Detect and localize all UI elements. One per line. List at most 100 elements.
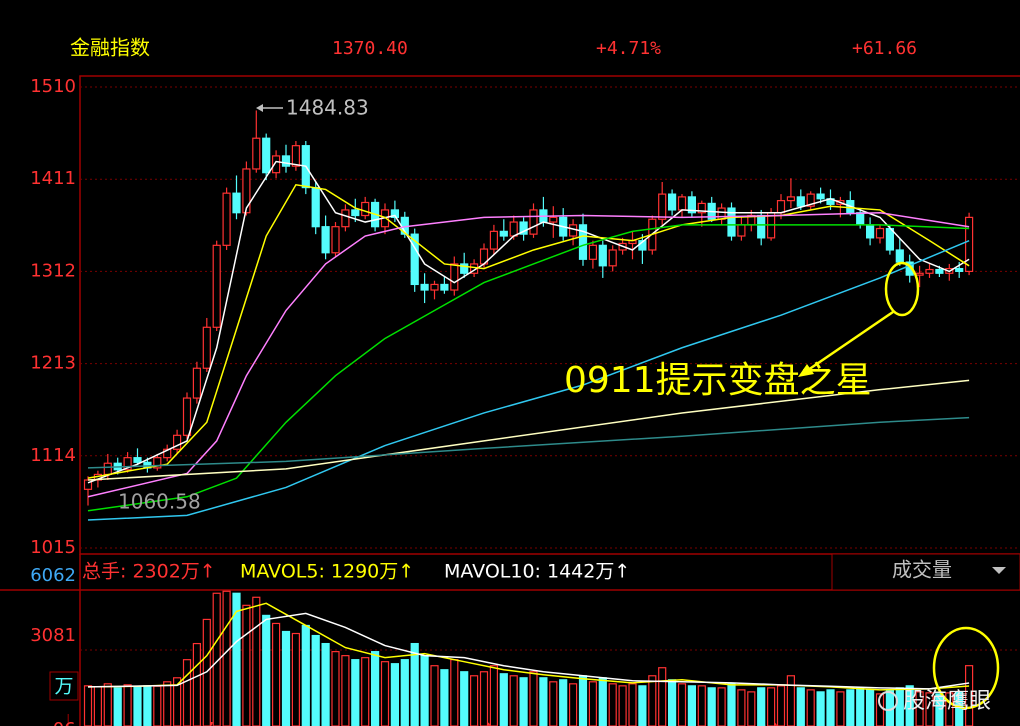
volume-bar: [667, 679, 677, 726]
candle-body: [133, 457, 142, 463]
candle-body: [182, 397, 192, 436]
volume-bar: [856, 687, 865, 726]
candle-body: [420, 283, 429, 291]
note: 0911提示变盘之星: [564, 360, 872, 401]
volume-bar: [192, 642, 201, 726]
candle-body: [331, 226, 340, 254]
indicator-name[interactable]: 成交量: [892, 558, 952, 582]
candle-body: [390, 209, 399, 218]
candle-body: [955, 268, 964, 272]
y-tick-label: 1411: [30, 168, 76, 189]
volume-bar: [776, 685, 786, 726]
volume-bar: [371, 651, 380, 726]
volume-bar: [846, 689, 855, 726]
volume-bar: [757, 687, 766, 726]
candle-body: [875, 227, 885, 239]
candle-body: [291, 145, 300, 167]
volume-bar: [341, 655, 350, 726]
candle-body: [687, 196, 697, 214]
volume-bar: [212, 592, 221, 726]
dropdown-arrow[interactable]: [992, 567, 1006, 574]
volume-bar: [925, 692, 934, 726]
candle-body: [658, 193, 667, 220]
volume-bar: [361, 657, 370, 726]
volume-bar: [311, 634, 320, 726]
volume-bar: [133, 686, 142, 726]
volume-bar: [677, 683, 687, 726]
volume-bar: [806, 689, 815, 726]
volume-bar: [113, 687, 122, 726]
volume-bar: [697, 685, 706, 726]
volume-legend: MAVOL10: 1442万↑: [444, 561, 630, 583]
ma-line: [87, 612, 970, 690]
candle-body: [608, 249, 617, 267]
candle-body: [450, 263, 459, 291]
volume-tick-label: 6062: [30, 565, 76, 586]
volume-bar: [420, 655, 429, 726]
volume-bar: [865, 689, 875, 726]
candle-body: [499, 230, 508, 237]
x-tick-label: 06: [53, 719, 76, 726]
price: 1370.40: [332, 38, 408, 59]
candle-body: [895, 249, 904, 263]
volume-bar: [331, 651, 340, 726]
candle-body: [816, 193, 825, 200]
volume-bar: [400, 659, 409, 726]
volume-bar: [618, 685, 627, 726]
candle-body: [430, 283, 439, 291]
low-label: 1060.58: [118, 490, 201, 514]
candle-body: [509, 221, 518, 237]
volume-bar: [638, 685, 647, 726]
candle-body: [262, 137, 271, 174]
volume-bar: [727, 683, 736, 726]
volume-bar: [588, 681, 598, 726]
candle-body: [311, 186, 320, 228]
volume-bar: [430, 665, 439, 726]
watermark-icon: [878, 691, 898, 711]
volume-bar: [737, 689, 746, 726]
candle-body: [163, 448, 172, 459]
volume-bar: [786, 675, 796, 726]
indicator-box[interactable]: [831, 553, 1020, 591]
volume-tick-label: 3081: [30, 625, 76, 646]
y-tick-label: 1510: [30, 76, 76, 97]
candle-body: [321, 226, 330, 254]
volume-unit: 万: [54, 676, 73, 698]
candle-body: [519, 221, 528, 235]
volume-bar: [509, 675, 518, 726]
candle-body: [806, 193, 815, 207]
candle-body: [252, 137, 261, 170]
candle-body: [281, 155, 291, 167]
volume-bar: [766, 687, 776, 726]
volume-bar: [281, 630, 291, 726]
candle-body: [717, 207, 726, 220]
candle-body: [549, 216, 558, 223]
volume-bar: [380, 661, 390, 726]
watermark: 股海鹰眼: [903, 689, 991, 714]
candle-body: [757, 214, 766, 239]
candle-body: [776, 200, 786, 214]
candle-body: [727, 207, 736, 237]
candle-body: [796, 196, 805, 207]
candle-body: [489, 230, 498, 250]
candle-body: [915, 272, 924, 276]
volume-bar: [291, 632, 300, 726]
volume-bar: [915, 691, 924, 726]
volume-bar: [262, 614, 271, 726]
volume-bar: [83, 685, 93, 726]
volume-bar: [163, 681, 172, 726]
volume-bar: [301, 624, 310, 726]
volume-bar: [648, 675, 657, 726]
ma-line: [87, 224, 970, 512]
candle-body: [964, 216, 974, 272]
volume-bar: [717, 687, 726, 726]
volume-bar: [489, 665, 498, 726]
candle-body: [865, 224, 875, 239]
volume-bar: [93, 686, 103, 726]
y-tick-label: 1114: [30, 445, 76, 466]
volume-bar: [529, 671, 538, 726]
candle-body: [460, 263, 469, 274]
volume-bar: [658, 667, 667, 726]
